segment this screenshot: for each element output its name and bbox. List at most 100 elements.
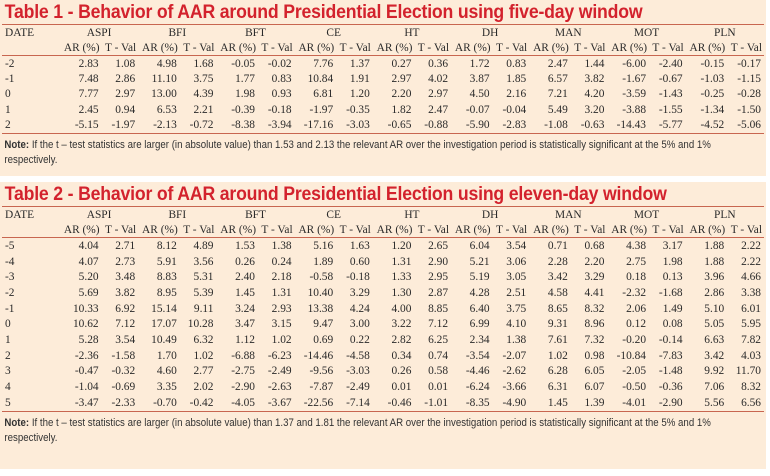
t-value-cell: 3.38 xyxy=(741,286,761,299)
t-value-cell: 1.20 xyxy=(349,88,370,101)
t-val-header: T - Val xyxy=(649,222,686,238)
t-value-cell: 1.02 xyxy=(271,333,292,346)
ar-value-cell: 6.63 xyxy=(704,333,725,346)
ar-value-cell: 7.21 xyxy=(547,88,568,101)
t-value-cell: 5.39 xyxy=(193,286,214,299)
ar-value-cell: -1.04 xyxy=(74,381,99,394)
ar-value-cell: 7.06 xyxy=(704,381,725,394)
table-1-title: Table 1 - Behavior of AAR around Preside… xyxy=(4,2,643,23)
t-value-cell: 0.74 xyxy=(428,349,449,362)
t-value-cell: -1.58 xyxy=(111,349,136,362)
ar-header: AR (%) xyxy=(372,40,415,56)
t-value-cell: -3.03 xyxy=(346,365,370,378)
t-value-cell: 3.75 xyxy=(506,302,527,315)
sub-header-row: AR (%) T - Val AR (%) T - Val AR (%) T - Val A… xyxy=(2,40,764,56)
date-cell: 0 xyxy=(5,318,11,331)
ar-value-cell: 1.98 xyxy=(235,88,255,101)
ar-value-cell: 3.96 xyxy=(704,271,725,284)
t-value-cell: 4.39 xyxy=(193,88,214,101)
table-1: DATE ASPI BFI BFT CE HT DH MAN MOT PLN AR (%) T - V… xyxy=(2,24,764,134)
ar-value-cell: -8.35 xyxy=(451,394,493,412)
ar-value-cell: 1.70 xyxy=(156,349,177,362)
ar-header: AR (%) xyxy=(60,40,102,56)
t-val-header: T - Val xyxy=(414,222,452,238)
ar-value-cell: -0.65 xyxy=(372,117,415,134)
group-header: BFT xyxy=(245,26,266,39)
t-value-cell: 0.83 xyxy=(271,73,292,86)
ar-value-cell: 3.42 xyxy=(547,271,568,284)
t-val-header: T - Val xyxy=(101,222,139,238)
ar-value-cell: 8.65 xyxy=(547,302,568,315)
t-value-cell: 9.11 xyxy=(193,302,214,315)
ar-value-cell: 3.35 xyxy=(156,381,177,394)
ar-value-cell: 1.88 xyxy=(704,255,725,268)
t-value-cell: 8.96 xyxy=(584,318,605,331)
t-value-cell: 8.32 xyxy=(584,302,605,315)
table-row: 2 -5.15 -1.97 -2.13 -0.72 -8.38 -3.94 -17.16 -3.… xyxy=(2,117,764,134)
date-cell: 2 xyxy=(2,117,60,134)
ar-value-cell: 0.26 xyxy=(391,365,412,378)
ar-value-cell: -0.25 xyxy=(700,88,725,101)
ar-value-cell: 15.14 xyxy=(151,302,177,315)
ar-header: AR (%) xyxy=(294,40,337,56)
group-header: ASPI xyxy=(86,26,112,39)
t-value-cell: 0.83 xyxy=(506,57,527,70)
date-cell: 2 xyxy=(5,349,11,362)
t-value-cell: -1.55 xyxy=(658,103,683,116)
ar-value-cell: -2.90 xyxy=(231,381,255,394)
t-value-cell: 2.51 xyxy=(506,286,527,299)
t-value-cell: 1.38 xyxy=(271,239,292,252)
ar-value-cell: 13.00 xyxy=(151,88,177,101)
t-value-cell: 1.31 xyxy=(271,286,292,299)
date-cell: 1 xyxy=(5,333,11,346)
group-header: MAN xyxy=(555,26,582,39)
group-header: MOT xyxy=(633,26,660,39)
t-value-cell: 0.36 xyxy=(428,57,449,70)
ar-value-cell: 2.82 xyxy=(391,333,412,346)
ar-value-cell: -0.15 xyxy=(700,57,725,70)
ar-header: AR (%) xyxy=(685,222,728,238)
ar-value-cell: 3.24 xyxy=(235,302,255,315)
ar-value-cell: 13.38 xyxy=(307,302,334,315)
t-value-cell: 1.37 xyxy=(349,57,370,70)
t-value-cell: 0.13 xyxy=(662,271,683,284)
ar-value-cell: 2.86 xyxy=(704,286,725,299)
t-val-header: T - Val xyxy=(570,40,608,56)
ar-value-cell: 1.33 xyxy=(391,271,412,284)
t-value-cell: 5.95 xyxy=(741,318,761,331)
t-value-cell: 3.75 xyxy=(193,73,214,86)
ar-value-cell: -0.07 xyxy=(465,103,490,116)
t-value-cell: 3.15 xyxy=(271,318,292,331)
t-value-cell: 1.38 xyxy=(506,333,527,346)
ar-value-cell: 10.84 xyxy=(307,73,334,86)
ar-value-cell: 5.56 xyxy=(685,394,728,412)
table-row: -2 5.69 3.82 8.95 5.39 1.45 1.31 10.40 3.29 1.30 2… xyxy=(2,285,764,301)
ar-value-cell: 7.77 xyxy=(78,88,99,101)
ar-value-cell: 2.47 xyxy=(547,57,568,70)
ar-value-cell: -2.32 xyxy=(622,286,647,299)
t-value-cell: 3.56 xyxy=(193,255,214,268)
sub-header-row: AR (%) T - Val AR (%) T - Val AR (%) T - Val A… xyxy=(2,222,764,238)
t-value-cell: 0.08 xyxy=(662,318,683,331)
ar-value-cell: 8.83 xyxy=(156,271,177,284)
t-value-cell: -0.88 xyxy=(414,117,452,134)
ar-value-cell: 7.48 xyxy=(78,73,99,86)
group-header: BFT xyxy=(245,208,266,221)
ar-value-cell: -22.56 xyxy=(294,394,337,412)
t-value-cell: 0.01 xyxy=(428,381,449,394)
t-value-cell: 1.39 xyxy=(570,394,608,412)
ar-value-cell: 4.07 xyxy=(78,255,99,268)
t-value-cell: -0.04 xyxy=(502,103,527,116)
t-value-cell: 3.29 xyxy=(349,286,370,299)
t-value-cell: -1.48 xyxy=(658,365,683,378)
group-header: HT xyxy=(404,26,420,39)
t-value-cell: -2.49 xyxy=(346,381,370,394)
t-value-cell: 1.49 xyxy=(662,302,683,315)
date-header: DATE xyxy=(5,208,35,221)
t-value-cell: 6.56 xyxy=(727,394,764,412)
ar-value-cell: 4.58 xyxy=(547,286,568,299)
sub-header-blank xyxy=(2,40,60,56)
ar-value-cell: 11.10 xyxy=(151,73,177,86)
ar-value-cell: 5.91 xyxy=(156,255,177,268)
ar-value-cell: -4.52 xyxy=(685,117,728,134)
